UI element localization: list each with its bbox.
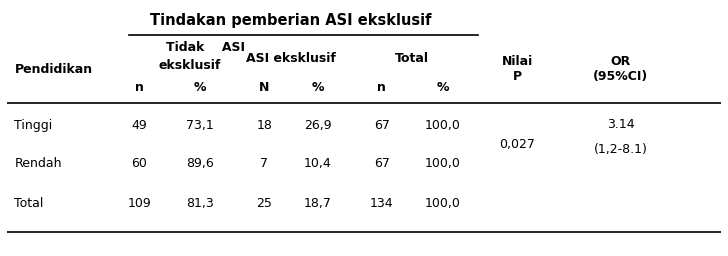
Text: n: n bbox=[135, 81, 143, 94]
Text: %: % bbox=[312, 81, 324, 94]
Text: N: N bbox=[259, 81, 269, 94]
Text: 60: 60 bbox=[131, 157, 147, 170]
Text: 81,3: 81,3 bbox=[186, 197, 214, 210]
Text: 67: 67 bbox=[374, 157, 389, 170]
Text: 73,1: 73,1 bbox=[186, 119, 214, 132]
Text: Pendidikan: Pendidikan bbox=[15, 62, 92, 76]
Text: 18: 18 bbox=[256, 119, 272, 132]
Text: (1,2-8.1): (1,2-8.1) bbox=[594, 143, 648, 156]
Text: Rendah: Rendah bbox=[15, 157, 62, 170]
Text: %: % bbox=[194, 81, 206, 94]
Text: ASI eksklusif: ASI eksklusif bbox=[246, 52, 336, 65]
Text: 134: 134 bbox=[370, 197, 394, 210]
Text: 100,0: 100,0 bbox=[424, 157, 460, 170]
Text: 49: 49 bbox=[131, 119, 147, 132]
Text: eksklusif: eksklusif bbox=[159, 59, 221, 72]
Text: Total: Total bbox=[15, 197, 44, 210]
Text: %: % bbox=[436, 81, 448, 94]
Text: 67: 67 bbox=[374, 119, 389, 132]
Text: Tinggi: Tinggi bbox=[15, 119, 52, 132]
Text: 26,9: 26,9 bbox=[304, 119, 331, 132]
Text: 100,0: 100,0 bbox=[424, 197, 460, 210]
Text: 10,4: 10,4 bbox=[304, 157, 331, 170]
Text: 89,6: 89,6 bbox=[186, 157, 214, 170]
Text: Tindakan pemberian ASI eksklusif: Tindakan pemberian ASI eksklusif bbox=[150, 13, 432, 28]
Text: 109: 109 bbox=[127, 197, 151, 210]
Text: 7: 7 bbox=[260, 157, 268, 170]
Text: 25: 25 bbox=[256, 197, 272, 210]
Text: 3.14: 3.14 bbox=[607, 118, 635, 131]
Text: Nilai
P: Nilai P bbox=[502, 55, 533, 83]
Text: Total: Total bbox=[395, 52, 430, 65]
Text: 100,0: 100,0 bbox=[424, 119, 460, 132]
Text: 18,7: 18,7 bbox=[304, 197, 331, 210]
Text: OR
(95%CI): OR (95%CI) bbox=[593, 55, 649, 83]
Text: n: n bbox=[377, 81, 387, 94]
Text: 0,027: 0,027 bbox=[499, 138, 535, 151]
Text: Tidak    ASI: Tidak ASI bbox=[166, 41, 245, 54]
